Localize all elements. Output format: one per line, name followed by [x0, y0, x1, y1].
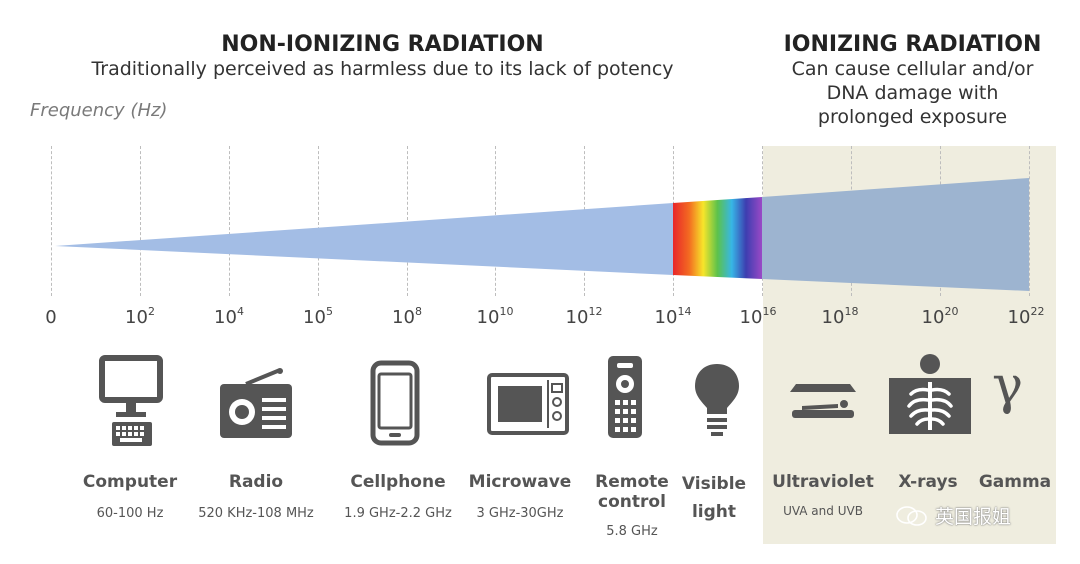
cellphone-label: Cellphone: [350, 472, 446, 492]
non-ionizing-subtitle: Traditionally perceived as harmless due …: [91, 58, 674, 80]
tick-label: 0: [45, 307, 57, 328]
watermark-text: 英国报姐: [935, 506, 1012, 528]
cellphone-range: 1.9 GHz-2.2 GHz: [344, 506, 452, 521]
tick-label: 1018: [821, 305, 859, 328]
ionizing-title: IONIZING RADIATION: [783, 32, 1042, 57]
computer-range: 60-100 Hz: [96, 506, 164, 521]
ionizing-subtitle-line-1: Can cause cellular and/or: [791, 58, 1034, 80]
tick-label: 1012: [565, 305, 603, 328]
remote-control-icon: [608, 356, 642, 438]
ultraviolet-range: UVA and UVB: [783, 504, 863, 518]
tick-label: 104: [214, 305, 244, 328]
ultraviolet-label: Ultraviolet: [772, 472, 874, 492]
tick-label: 1022: [1007, 305, 1045, 328]
computer-icon: [99, 355, 163, 446]
tick-label: 102: [125, 305, 155, 328]
tanning-bed-icon: [790, 384, 856, 418]
light-bulb-icon: [695, 364, 739, 436]
radio-range: 520 KHz-108 MHz: [198, 506, 314, 521]
tick-label: 1014: [654, 305, 692, 328]
tick-label: 1010: [476, 305, 514, 328]
tick-label: 108: [392, 305, 422, 328]
watermark: 英国报姐: [895, 502, 1011, 529]
visible-light-band: [673, 197, 762, 279]
microwave-label: Microwave: [468, 472, 572, 492]
radio-icon: [220, 368, 292, 438]
microwave-icon: [487, 373, 569, 435]
ionizing-subtitle-line-2: DNA damage with: [826, 82, 999, 104]
microwave-range: 3 GHz-30GHz: [476, 506, 564, 521]
visible-light-label: Visible light: [681, 474, 747, 522]
x-rays-label: X-rays: [898, 472, 958, 492]
non-ionizing-band: [55, 203, 673, 275]
ionizing-subtitle-line-3: prolonged exposure: [817, 106, 1008, 128]
tick-label: 1016: [739, 305, 777, 328]
tick-label: 105: [303, 305, 333, 328]
tick-label: 1020: [921, 305, 959, 328]
computer-label: Computer: [82, 472, 178, 492]
ionizing-band: [762, 178, 1029, 291]
gamma-label: Gamma: [978, 472, 1052, 492]
x-ray-icon: [889, 354, 971, 434]
gamma-icon: γ: [992, 356, 1024, 416]
remote-control-label: Remote control: [595, 472, 669, 512]
frequency-axis-label: Frequency (Hz): [30, 100, 168, 121]
radio-label: Radio: [228, 472, 284, 492]
remote-control-range: 5.8 GHz: [606, 524, 658, 539]
cellphone-icon: [370, 360, 420, 446]
non-ionizing-title: NON-IONIZING RADIATION: [221, 32, 544, 57]
wechat-icon: [895, 506, 935, 528]
